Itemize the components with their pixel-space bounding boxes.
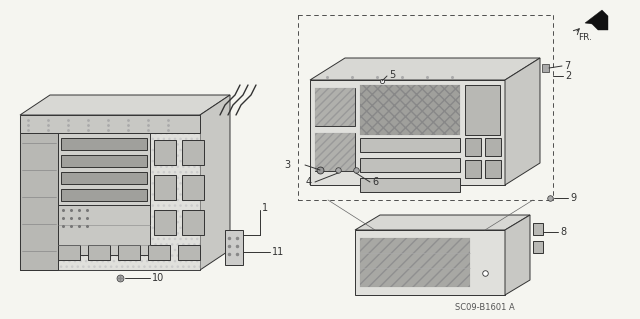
- Text: 10: 10: [152, 273, 164, 283]
- Polygon shape: [58, 245, 80, 260]
- Polygon shape: [182, 175, 204, 200]
- Polygon shape: [20, 95, 230, 115]
- Polygon shape: [310, 80, 505, 185]
- Polygon shape: [505, 58, 540, 185]
- Polygon shape: [20, 133, 58, 270]
- Polygon shape: [465, 85, 500, 135]
- Polygon shape: [178, 245, 200, 260]
- Polygon shape: [485, 138, 501, 156]
- Text: 3: 3: [284, 160, 290, 170]
- Polygon shape: [360, 158, 460, 172]
- Polygon shape: [355, 215, 530, 230]
- Text: 6: 6: [372, 177, 378, 187]
- Polygon shape: [58, 205, 150, 255]
- Polygon shape: [182, 140, 204, 165]
- Polygon shape: [88, 245, 110, 260]
- Polygon shape: [533, 241, 543, 253]
- Text: 8: 8: [560, 227, 566, 237]
- Polygon shape: [61, 189, 147, 201]
- Polygon shape: [310, 58, 540, 80]
- Polygon shape: [485, 160, 501, 178]
- Polygon shape: [154, 140, 176, 165]
- Polygon shape: [200, 95, 230, 270]
- Text: 9: 9: [570, 193, 576, 203]
- Polygon shape: [355, 230, 505, 295]
- Polygon shape: [505, 215, 530, 295]
- Polygon shape: [61, 155, 147, 167]
- Text: SC09-B1601 A: SC09-B1601 A: [455, 303, 515, 313]
- Polygon shape: [154, 210, 176, 235]
- Polygon shape: [360, 138, 460, 152]
- Polygon shape: [315, 133, 355, 171]
- Polygon shape: [225, 230, 243, 265]
- Text: 7: 7: [564, 61, 570, 71]
- Polygon shape: [465, 160, 481, 178]
- Polygon shape: [20, 115, 200, 270]
- Text: 4: 4: [306, 177, 312, 187]
- Text: 11: 11: [272, 247, 284, 257]
- Text: 2: 2: [565, 71, 572, 81]
- Polygon shape: [20, 115, 200, 133]
- Polygon shape: [360, 238, 470, 287]
- Text: 1: 1: [262, 203, 268, 213]
- Polygon shape: [542, 64, 549, 72]
- Polygon shape: [360, 178, 460, 192]
- Polygon shape: [315, 133, 355, 171]
- Polygon shape: [360, 85, 460, 135]
- Polygon shape: [148, 245, 170, 260]
- Polygon shape: [154, 175, 176, 200]
- Polygon shape: [533, 223, 543, 235]
- Polygon shape: [585, 10, 608, 30]
- Polygon shape: [315, 88, 355, 126]
- Polygon shape: [61, 138, 147, 150]
- Text: 5: 5: [389, 70, 396, 80]
- Polygon shape: [58, 133, 150, 205]
- Polygon shape: [315, 88, 355, 126]
- Text: FR.: FR.: [578, 33, 592, 42]
- Polygon shape: [118, 245, 140, 260]
- Polygon shape: [20, 115, 200, 270]
- Polygon shape: [465, 138, 481, 156]
- Polygon shape: [182, 210, 204, 235]
- Polygon shape: [61, 172, 147, 184]
